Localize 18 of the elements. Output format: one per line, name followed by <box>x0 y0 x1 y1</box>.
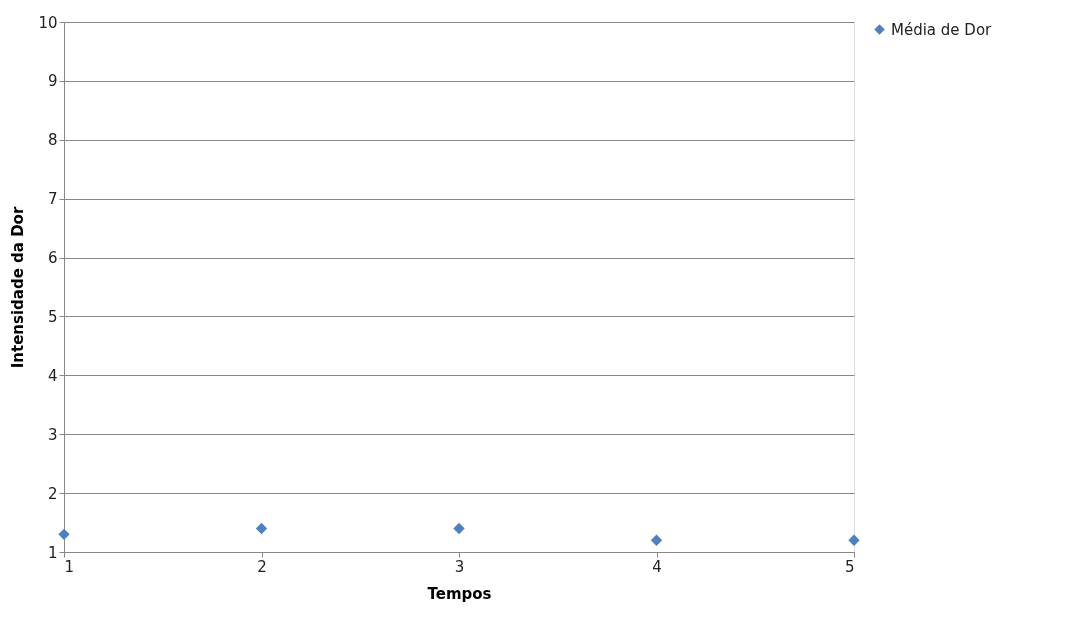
y-tick-label: 3 <box>47 425 58 444</box>
y-tick-label: 6 <box>47 249 58 268</box>
x-tick-label: 4 <box>652 557 662 576</box>
x-tick-label: 2 <box>257 557 267 576</box>
y-tick-label: 4 <box>47 366 58 385</box>
y-tick-label: 2 <box>47 484 58 503</box>
y-tick-label: 9 <box>47 72 58 91</box>
y-axis-title: Intensidade da Dor <box>9 206 28 369</box>
legend-label: Média de Dor <box>891 20 993 39</box>
x-tick-label: 3 <box>454 557 465 576</box>
y-tick-label: 7 <box>47 190 58 209</box>
x-axis-title: Tempos <box>427 584 492 603</box>
y-tick-label: 8 <box>47 131 58 150</box>
y-tick-label: 10 <box>38 13 58 32</box>
y-tick-label: 5 <box>47 307 58 326</box>
y-tick-label: 1 <box>47 543 58 562</box>
x-tick-label: 5 <box>844 557 855 576</box>
x-tick-label: 1 <box>64 557 75 576</box>
